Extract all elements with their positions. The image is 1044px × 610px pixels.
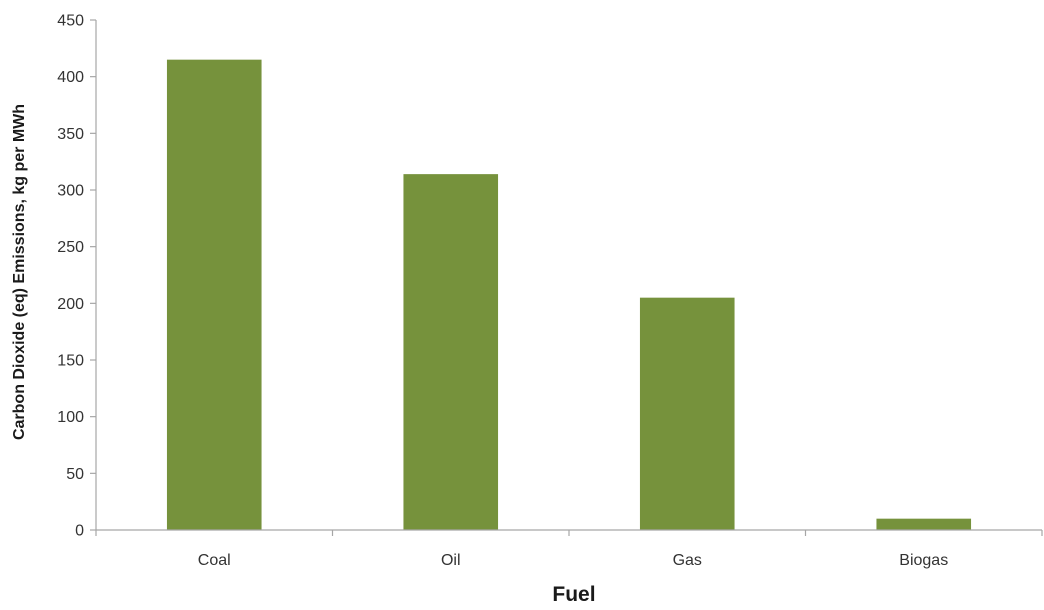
y-tick-label: 450	[57, 13, 84, 30]
y-tick-label: 250	[57, 239, 84, 256]
y-tick-label: 350	[57, 126, 84, 143]
bar-oil	[403, 174, 499, 530]
y-tick-label: 100	[57, 409, 84, 426]
x-axis-title: Fuel	[552, 583, 595, 606]
bar-coal	[166, 59, 262, 531]
y-axis-ticks	[90, 19, 96, 531]
x-tick-label: Gas	[673, 552, 702, 569]
bar-gas	[639, 297, 735, 530]
x-tick-label: Biogas	[899, 552, 948, 569]
bar-biogas	[876, 518, 972, 530]
y-tick-label: 400	[57, 69, 84, 86]
y-tick-label: 150	[57, 353, 84, 370]
y-axis-title: Carbon Dioxide (eq) Emissions, kg per MW…	[11, 104, 28, 440]
x-axis-ticks	[95, 530, 1043, 536]
y-tick-label: 50	[66, 466, 84, 483]
y-axis-tick-labels: 0 50 100 150 200 250 300 350 400 450	[57, 13, 84, 540]
y-tick-label: 0	[75, 523, 84, 540]
bars	[166, 59, 972, 531]
y-tick-label: 300	[57, 183, 84, 200]
y-tick-label: 200	[57, 296, 84, 313]
x-tick-label: Oil	[441, 552, 461, 569]
x-axis-tick-labels: Coal Oil Gas Biogas	[198, 552, 948, 569]
x-tick-label: Coal	[198, 552, 231, 569]
